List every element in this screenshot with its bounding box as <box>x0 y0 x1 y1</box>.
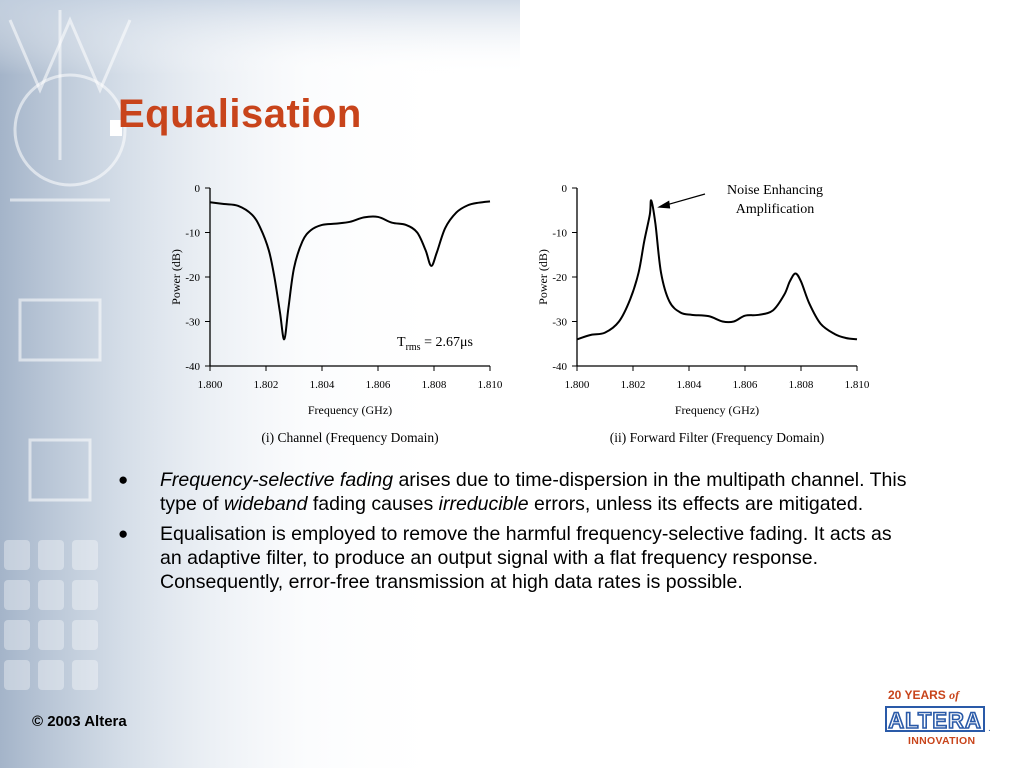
bullet-italic-run: irreducible <box>438 493 529 515</box>
copyright-text: © 2003 Altera <box>32 713 127 730</box>
y-tick-label: -30 <box>552 317 567 329</box>
bullet-run: Equalisation is employed to remove the h… <box>160 523 892 593</box>
bullet-run: arises due to time-dispersion in the mul… <box>160 469 907 515</box>
chart-caption: (ii) Forward Filter (Frequency Domain) <box>610 430 824 445</box>
x-tick-label: 1.804 <box>677 379 702 391</box>
y-tick-label: -40 <box>185 361 200 373</box>
series-line <box>209 200 491 341</box>
filter-chart-svg: 0 -10 -20 -30 -40 1.800 1.802 1.804 1.806 1.808 1.… <box>536 183 870 445</box>
x-tick-label: 1.802 <box>254 379 279 391</box>
trms-main: T <box>397 335 406 350</box>
altera-logo: 20 YEARS of ALTERA . INNOVATION <box>878 688 998 748</box>
forward-filter-chart: 0 -10 -20 -30 -40 1.800 1.802 1.804 1.806 1.808 1.… <box>527 170 887 460</box>
bullet-italic-run: wideband <box>223 493 308 515</box>
y-tick-label: -10 <box>552 228 567 240</box>
noise-annotation-line1: Noise Enhancing <box>727 183 823 198</box>
x-tick-label: 1.804 <box>310 379 335 391</box>
channel-frequency-chart: 0 -10 -20 -30 -40 1.800 1.802 1.804 1.806 1.808 1.… <box>160 170 520 460</box>
bullet-item: ● Equalisation is employed to remove the… <box>118 522 908 594</box>
y-tick-label: 0 <box>195 183 201 195</box>
y-axis-title: Power (dB) <box>169 249 183 305</box>
svg-text:ALTERA: ALTERA <box>888 708 982 733</box>
x-tick-label: 1.806 <box>733 379 758 391</box>
trms-annotation: Trms = 2.67μs <box>397 335 473 353</box>
logo-years: 20 YEARS of <box>888 688 960 702</box>
x-axis-title: Frequency (GHz) <box>308 403 392 417</box>
bullet-text: Equalisation is employed to remove the h… <box>160 523 892 593</box>
trms-subscript: rms <box>406 342 421 353</box>
x-tick-label: 1.800 <box>198 379 223 391</box>
x-tick-label: 1.808 <box>422 379 447 391</box>
series-line <box>576 199 858 341</box>
x-tick-label: 1.808 <box>789 379 814 391</box>
bullet-dot: ● <box>118 524 129 543</box>
y-tick-label: -40 <box>552 361 567 373</box>
bullet-dot: ● <box>118 470 129 489</box>
bullet-italic-run: Frequency-selective fading <box>160 469 394 491</box>
y-axis-title: Power (dB) <box>536 249 550 305</box>
x-axis-title: Frequency (GHz) <box>675 403 759 417</box>
trms-value: = 2.67μs <box>421 335 473 350</box>
y-tick-label: -20 <box>552 272 567 284</box>
bullet-list: ● Frequency-selective fading arises due … <box>118 468 908 600</box>
bullet-run: fading causes <box>307 493 439 515</box>
x-tick-label: 1.810 <box>845 379 870 391</box>
x-tick-label: 1.806 <box>366 379 391 391</box>
x-tick-label: 1.802 <box>621 379 646 391</box>
altera-wordmark: ALTERA . <box>885 706 991 734</box>
chart-caption: (i) Channel (Frequency Domain) <box>261 430 438 445</box>
logo-tagline: INNOVATION <box>908 735 976 747</box>
y-tick-label: 0 <box>562 183 568 195</box>
svg-text:.: . <box>988 723 991 734</box>
y-tick-label: -30 <box>185 317 200 329</box>
slide-title: Equalisation <box>118 92 362 136</box>
bullet-item: ● Frequency-selective fading arises due … <box>118 468 908 516</box>
bullet-run: errors, unless its effects are mitigated… <box>528 493 864 515</box>
bullet-text: Frequency-selective fading arises due to… <box>160 469 906 515</box>
x-tick-label: 1.810 <box>478 379 503 391</box>
channel-chart-svg: 0 -10 -20 -30 -40 1.800 1.802 1.804 1.806 1.808 1.… <box>169 183 503 445</box>
y-tick-label: -20 <box>185 272 200 284</box>
y-tick-label: -10 <box>185 228 200 240</box>
annotation-arrow-head <box>657 200 671 209</box>
x-tick-label: 1.800 <box>565 379 590 391</box>
noise-annotation-line2: Amplification <box>736 202 815 217</box>
